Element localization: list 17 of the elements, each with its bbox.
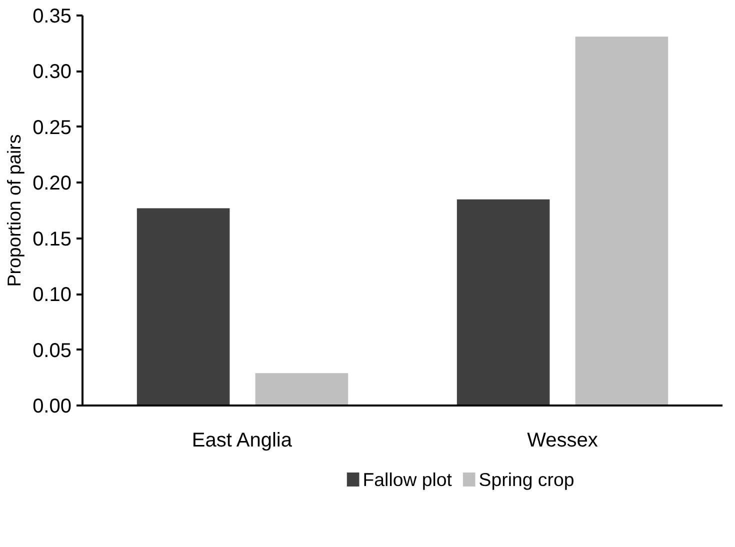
y-tick-label: 0.30 (32, 61, 72, 84)
bar (456, 199, 550, 406)
x-tick-label: East Anglia (192, 430, 293, 452)
legend-label: Fallow plot (362, 469, 453, 490)
y-tick-label: 0.35 (32, 6, 72, 28)
y-axis-title: Proportion of pairs (4, 134, 25, 287)
y-tick-label: 0.05 (32, 340, 72, 362)
bar (255, 373, 348, 406)
y-tick-label: 0.00 (32, 396, 72, 418)
y-tick-label: 0.10 (32, 284, 72, 306)
legend-label: Spring crop (478, 469, 574, 490)
bar (575, 36, 668, 406)
y-tick-label: 0.20 (32, 172, 72, 195)
x-tick-label: Wessex (527, 430, 598, 452)
y-tick-label: 0.15 (32, 228, 72, 250)
bar (136, 208, 230, 406)
y-tick-label: 0.25 (32, 116, 72, 139)
